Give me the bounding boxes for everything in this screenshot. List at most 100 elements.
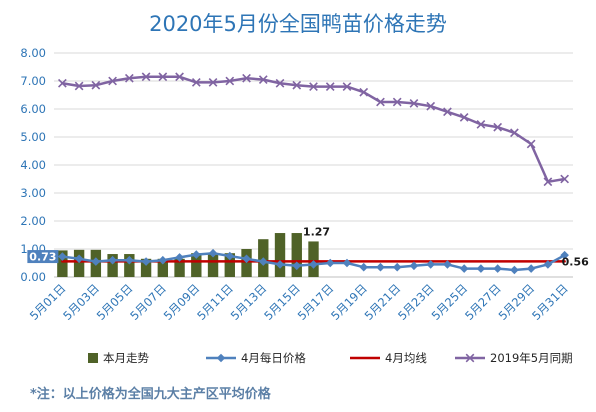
may-2019-same-period-point-1 bbox=[58, 78, 67, 88]
plot-area bbox=[57, 72, 569, 277]
this-month-bar-1 bbox=[57, 250, 68, 277]
this-month-bar-9 bbox=[191, 253, 202, 277]
y-tick-label: 5.00 bbox=[20, 130, 46, 144]
this-month-bar-7 bbox=[157, 258, 169, 277]
april-daily-point-30 bbox=[543, 260, 553, 269]
april-daily-point-16 bbox=[309, 260, 318, 269]
april-daily-point-15 bbox=[292, 261, 302, 271]
may-2019-same-period-point-2 bbox=[74, 81, 84, 91]
april-daily-point-19 bbox=[359, 262, 369, 272]
april-daily-point-21 bbox=[392, 262, 402, 272]
may-2019-same-period-point-12 bbox=[242, 73, 251, 83]
may-2019-same-period-point-17 bbox=[325, 82, 335, 91]
may-2019-same-period-point-21 bbox=[392, 97, 402, 107]
may-2019-same-period-point-23 bbox=[426, 101, 436, 111]
april-daily-point-6 bbox=[141, 257, 151, 266]
april-daily-point-28 bbox=[510, 265, 519, 275]
april-daily-point-12 bbox=[242, 254, 251, 264]
april-daily-point-9 bbox=[192, 250, 201, 259]
legend: 本月走势 4月每日价格 4月均线 2019年5月同期 bbox=[88, 351, 573, 365]
may-2019-same-period-point-10 bbox=[208, 78, 218, 87]
this-month-bar-11 bbox=[224, 253, 235, 277]
this-month-bar-15 bbox=[291, 233, 302, 277]
april-daily-point-13 bbox=[258, 257, 268, 266]
legend-item-april-average: 4月均线 bbox=[350, 351, 427, 365]
legend-label: 4月均线 bbox=[385, 351, 427, 365]
data-labels: 1.27 0.56 0.73 bbox=[27, 225, 589, 268]
may-2019-same-period-point-31 bbox=[560, 174, 569, 184]
may-2019-same-period-point-22 bbox=[409, 99, 419, 108]
this-month-bar-4 bbox=[107, 254, 118, 277]
legend-marker bbox=[216, 353, 226, 363]
y-tick-label: 0.00 bbox=[20, 270, 46, 284]
april-daily-point-2 bbox=[74, 254, 84, 264]
may-2019-same-period-point-19 bbox=[359, 87, 369, 97]
this-month-bar-2 bbox=[73, 249, 85, 277]
april-daily-point-1 bbox=[58, 252, 67, 261]
may-2019-same-period-point-26 bbox=[476, 120, 486, 129]
may-2019-same-period-point-28 bbox=[510, 128, 519, 138]
may-2019-same-period-point-15 bbox=[292, 80, 302, 90]
y-tick-label: 6.00 bbox=[20, 102, 46, 116]
may-2019-same-period-point-16 bbox=[309, 82, 318, 91]
legend-item-april-daily: 4月每日价格 bbox=[206, 351, 306, 365]
this-month-bar-6 bbox=[140, 258, 152, 277]
april-daily-point-29 bbox=[526, 264, 536, 273]
legend-label: 4月每日价格 bbox=[241, 351, 306, 365]
may-2019-same-period-point-8 bbox=[175, 72, 184, 82]
may-2019-same-period-point-18 bbox=[342, 82, 352, 91]
footnote: *注：以上价格为全国九大主产区平均价格 bbox=[30, 386, 272, 402]
this-month-bar-16 bbox=[308, 241, 319, 277]
legend-item-this-month: 本月走势 bbox=[88, 351, 149, 365]
this-month-bar-8 bbox=[174, 258, 185, 277]
may-2019-same-period-point-25 bbox=[459, 113, 469, 122]
this-month-bar-14 bbox=[274, 233, 286, 277]
april-daily-point-23 bbox=[426, 260, 435, 269]
may-2019-same-period-point-30 bbox=[543, 177, 553, 187]
legend-marker bbox=[465, 353, 475, 363]
chart-title: 2020年5月份全国鸭苗价格走势 bbox=[149, 12, 447, 36]
april-daily-value-label-box bbox=[27, 250, 59, 264]
may-2019-same-period-point-5 bbox=[124, 73, 134, 83]
april-daily-point-10 bbox=[208, 248, 218, 258]
april-daily-point-25 bbox=[459, 264, 469, 273]
april-daily-point-14 bbox=[275, 260, 285, 269]
y-axis: 0.001.002.003.004.005.006.007.008.00 bbox=[20, 46, 46, 284]
may-2019-same-period-point-7 bbox=[158, 72, 168, 82]
may-2019-same-period-point-4 bbox=[108, 76, 117, 86]
may-2019-same-period-point-20 bbox=[376, 97, 385, 107]
april-daily-point-8 bbox=[175, 253, 184, 262]
april-average-value-label: 0.56 bbox=[562, 255, 589, 268]
april-daily-series bbox=[58, 248, 569, 275]
may-2019-same-period-point-11 bbox=[225, 76, 235, 86]
this-month-bar-5 bbox=[124, 254, 135, 277]
may-2019-same-period-point-6 bbox=[141, 72, 151, 82]
april-daily-point-4 bbox=[108, 255, 117, 265]
april-daily-point-3 bbox=[91, 257, 101, 266]
y-tick-label: 8.00 bbox=[20, 46, 46, 60]
y-tick-label: 2.00 bbox=[20, 214, 46, 228]
y-tick-label: 7.00 bbox=[20, 74, 46, 88]
april-daily-point-22 bbox=[409, 261, 419, 271]
april-daily-value-label: 0.73 bbox=[29, 251, 56, 264]
legend-item-may-2019-same-period: 2019年5月同期 bbox=[455, 351, 573, 365]
may-2019-same-period-point-29 bbox=[526, 139, 536, 149]
april-daily-point-31 bbox=[560, 250, 569, 260]
y-tick-label: 4.00 bbox=[20, 158, 46, 172]
april-daily-point-17 bbox=[325, 258, 335, 268]
legend-label: 2019年5月同期 bbox=[490, 351, 573, 365]
may-2019-same-period-series bbox=[58, 72, 569, 187]
april-daily-point-18 bbox=[342, 258, 352, 268]
april-daily-point-20 bbox=[376, 262, 385, 272]
legend-label: 本月走势 bbox=[103, 351, 149, 365]
may-2019-same-period-point-14 bbox=[275, 78, 285, 88]
april-daily-point-5 bbox=[125, 255, 134, 265]
april-daily-point-7 bbox=[158, 255, 168, 265]
april-daily-point-27 bbox=[493, 264, 502, 273]
april-daily-point-11 bbox=[225, 251, 235, 261]
april-daily-point-24 bbox=[443, 260, 452, 269]
legend-swatch bbox=[88, 353, 98, 363]
this-month-bar-10 bbox=[207, 253, 219, 277]
